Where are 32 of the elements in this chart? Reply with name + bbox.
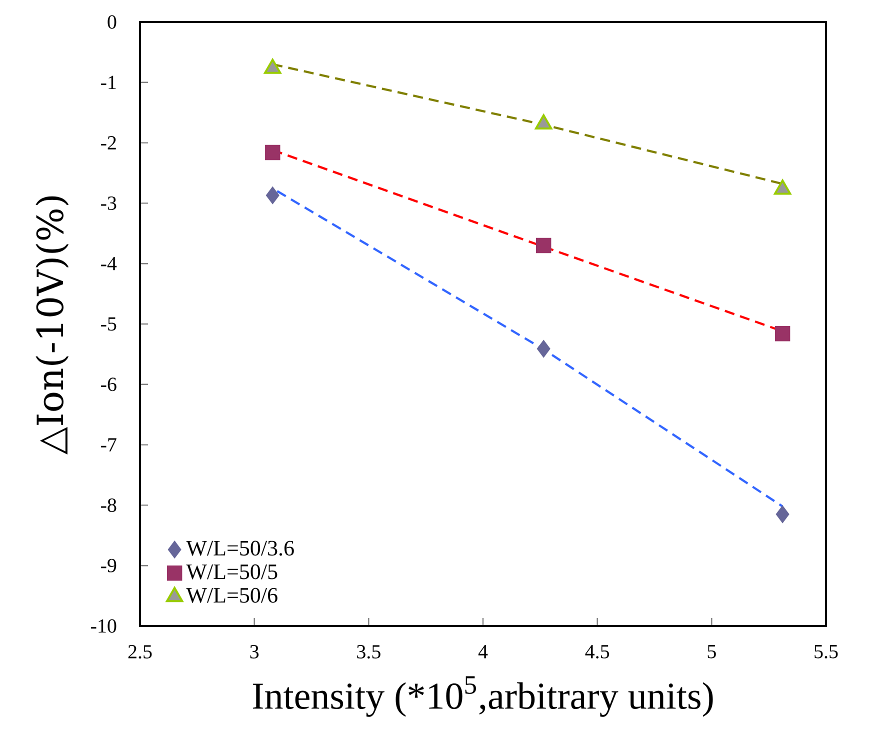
legend-label: W/L=50/5 (186, 564, 278, 580)
point (536, 340, 550, 358)
y-tick-label: -9 (101, 558, 116, 572)
y-axis-title: △Ion(-10V)(%) (36, 196, 69, 454)
legend-label: W/L=50/3.6 (186, 540, 294, 556)
point (265, 144, 280, 160)
point (774, 326, 790, 342)
y-tick-label: -4 (101, 257, 117, 270)
y-tick-label: -7 (101, 438, 116, 452)
point (536, 238, 552, 254)
point (534, 114, 552, 130)
y-tick-label: -5 (101, 317, 116, 331)
point (264, 58, 282, 74)
x-axis-title: Intensity (*10$^{5}$,arbitrary units) (252, 676, 713, 717)
point (266, 186, 280, 204)
x-tick-label: 2.5 (128, 645, 152, 659)
y-tick-label: -6 (101, 378, 116, 392)
y-tick-label: -10 (91, 619, 116, 633)
y-tick-label: -2 (101, 136, 116, 150)
point (776, 505, 790, 524)
x-tick-label: 3.5 (357, 645, 380, 659)
y-tick-label: -8 (101, 498, 116, 512)
x-tick-label: 5.5 (814, 645, 838, 658)
x-tick-label: 4 (478, 645, 488, 658)
y-tick-label: -1 (101, 76, 116, 89)
x-tick-label: 5 (708, 645, 716, 658)
y-tick-label: 0 (108, 15, 116, 29)
x-tick-label: 3 (250, 645, 259, 658)
y-tick-label: -3 (101, 196, 116, 210)
legend-label: W/L=50/6 (186, 588, 278, 603)
point (774, 180, 792, 195)
x-tick-label: 4.5 (585, 645, 610, 658)
